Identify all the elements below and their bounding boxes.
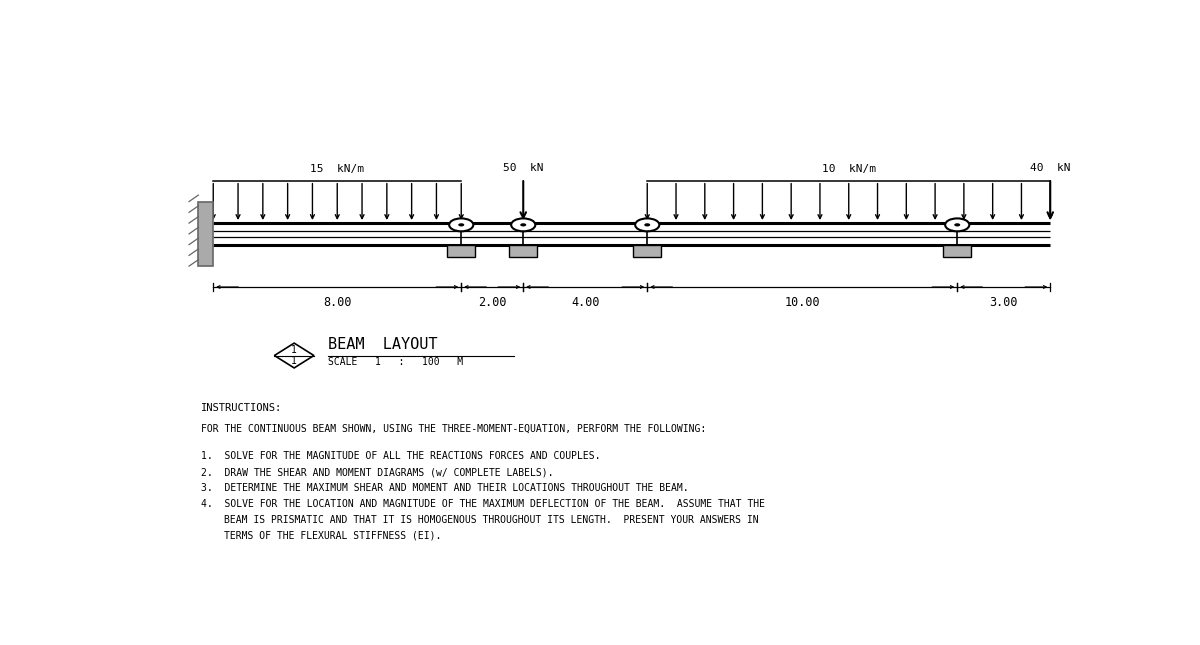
Bar: [634, 244, 661, 257]
Text: TERMS OF THE FLEXURAL STIFFNESS (EI).: TERMS OF THE FLEXURAL STIFFNESS (EI).: [224, 531, 442, 541]
Text: 4.00: 4.00: [571, 296, 600, 309]
Circle shape: [644, 223, 650, 226]
Text: INSTRUCTIONS:: INSTRUCTIONS:: [202, 402, 282, 413]
Text: 1: 1: [292, 345, 298, 355]
Text: 40  kN: 40 kN: [1030, 163, 1070, 174]
Bar: [198, 201, 214, 266]
Circle shape: [449, 219, 473, 232]
Bar: [448, 244, 475, 257]
Text: BEAM  LAYOUT: BEAM LAYOUT: [328, 337, 437, 352]
Text: 3.  DETERMINE THE MAXIMUM SHEAR AND MOMENT AND THEIR LOCATIONS THROUGHOUT THE BE: 3. DETERMINE THE MAXIMUM SHEAR AND MOMEN…: [202, 483, 689, 493]
Text: 1.  SOLVE FOR THE MAGNITUDE OF ALL THE REACTIONS FORCES AND COUPLES.: 1. SOLVE FOR THE MAGNITUDE OF ALL THE RE…: [202, 451, 601, 461]
Circle shape: [635, 219, 659, 232]
Text: 1: 1: [292, 356, 298, 366]
Bar: [509, 244, 538, 257]
Text: SCALE   1   :   100   M: SCALE 1 : 100 M: [328, 357, 463, 367]
Polygon shape: [275, 343, 314, 368]
Text: 10.00: 10.00: [785, 296, 820, 309]
Circle shape: [946, 219, 970, 232]
Text: 10  kN/m: 10 kN/m: [822, 164, 876, 174]
Text: 50  kN: 50 kN: [503, 163, 544, 174]
Bar: [943, 244, 971, 257]
Text: 2.  DRAW THE SHEAR AND MOMENT DIAGRAMS (w/ COMPLETE LABELS).: 2. DRAW THE SHEAR AND MOMENT DIAGRAMS (w…: [202, 467, 553, 477]
Text: 8.00: 8.00: [323, 296, 352, 309]
Circle shape: [521, 223, 527, 226]
Text: 4.  SOLVE FOR THE LOCATION AND MAGNITUDE OF THE MAXIMUM DEFLECTION OF THE BEAM. : 4. SOLVE FOR THE LOCATION AND MAGNITUDE …: [202, 499, 766, 509]
Circle shape: [954, 223, 960, 226]
Circle shape: [458, 223, 464, 226]
Text: 2.00: 2.00: [478, 296, 506, 309]
Text: 15  kN/m: 15 kN/m: [311, 164, 365, 174]
Text: 3.00: 3.00: [990, 296, 1018, 309]
Text: BEAM IS PRISMATIC AND THAT IT IS HOMOGENOUS THROUGHOUT ITS LENGTH.  PRESENT YOUR: BEAM IS PRISMATIC AND THAT IT IS HOMOGEN…: [224, 515, 760, 525]
Circle shape: [511, 219, 535, 232]
Text: FOR THE CONTINUOUS BEAM SHOWN, USING THE THREE-MOMENT-EQUATION, PERFORM THE FOLL: FOR THE CONTINUOUS BEAM SHOWN, USING THE…: [202, 424, 707, 433]
